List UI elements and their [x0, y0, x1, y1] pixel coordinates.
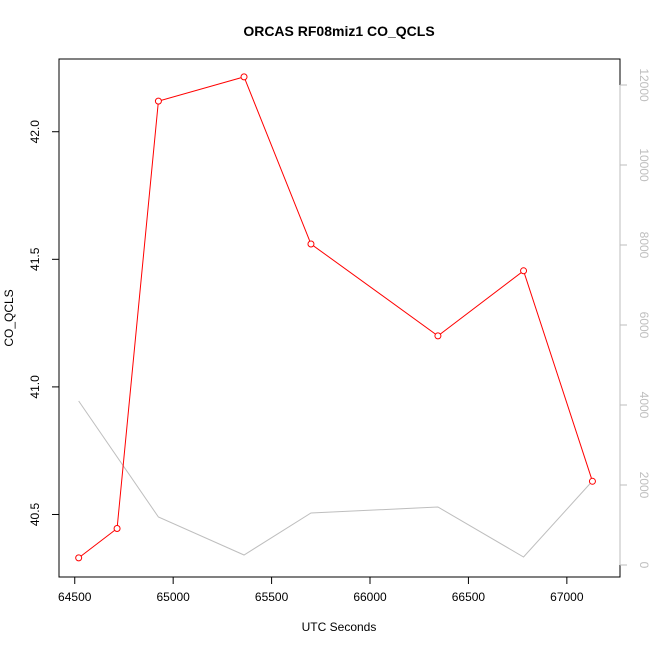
y-axis: 40.5 41.0 41.5 42.0 — [28, 120, 60, 526]
secondary-y-tick-label: 2000 — [637, 472, 650, 499]
y-tick-label: 41.0 — [28, 375, 42, 399]
y-tick-label: 42.0 — [28, 120, 42, 144]
series-line — [78, 76, 593, 559]
secondary-y-tick-label: 12000 — [637, 68, 650, 102]
secondary-y-axis: 0 2000 4000 6000 8000 10000 12000 — [619, 68, 650, 569]
data-point — [588, 477, 596, 485]
x-tick-label: 65000 — [156, 590, 190, 604]
x-tick-label: 64500 — [58, 590, 92, 604]
data-point — [520, 267, 528, 275]
x-axis: 64500 65000 65500 66000 66500 67000 — [58, 576, 584, 604]
data-point — [113, 525, 121, 533]
secondary-y-tick-label: 10000 — [637, 148, 650, 182]
y-axis-label: CO_QCLS — [2, 289, 16, 346]
secondary-y-tick-label: 8000 — [637, 232, 650, 259]
secondary-y-tick-label: 0 — [637, 562, 650, 569]
y-tick-label: 41.5 — [28, 247, 42, 271]
x-axis-label: UTC Seconds — [302, 620, 377, 634]
secondary-y-tick-label: 4000 — [637, 392, 650, 419]
x-tick-label: 66500 — [452, 590, 486, 604]
data-point — [307, 240, 315, 248]
data-point — [434, 332, 442, 340]
data-point — [75, 554, 83, 562]
x-tick-label: 65500 — [255, 590, 289, 604]
chart-title: ORCAS RF08miz1 CO_QCLS — [243, 23, 434, 39]
x-tick-label: 67000 — [550, 590, 584, 604]
y-tick-label: 40.5 — [28, 502, 42, 526]
secondary-y-tick-label: 6000 — [637, 312, 650, 339]
plot-area — [58, 58, 621, 578]
secondary-series-line — [78, 400, 593, 558]
data-point — [154, 97, 162, 105]
data-point — [240, 73, 248, 81]
x-tick-label: 66000 — [353, 590, 387, 604]
